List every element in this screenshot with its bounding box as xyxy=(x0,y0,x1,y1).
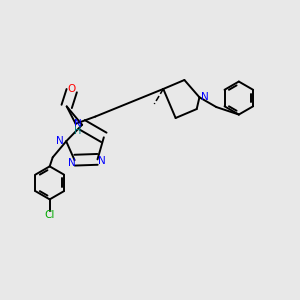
Text: N: N xyxy=(56,136,64,146)
Text: N: N xyxy=(68,158,76,168)
Text: N: N xyxy=(201,92,209,102)
Text: O: O xyxy=(68,84,76,94)
Text: H: H xyxy=(74,126,82,136)
Text: Cl: Cl xyxy=(44,210,55,220)
Text: N: N xyxy=(74,119,82,129)
Text: N: N xyxy=(98,156,106,166)
